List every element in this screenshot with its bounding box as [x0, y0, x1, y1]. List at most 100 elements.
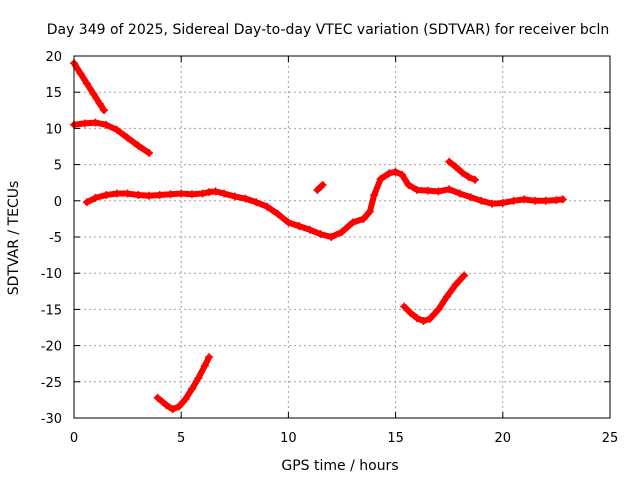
y-tick-label: 10 [45, 122, 62, 137]
x-tick-labels: 0 5 10 15 20 25 [70, 431, 618, 446]
data-point [443, 292, 452, 301]
series-layer [70, 59, 567, 414]
tick-layer [73, 55, 611, 419]
data-point [284, 218, 293, 227]
data-point [419, 316, 428, 325]
data-point [434, 187, 443, 196]
y-tick-label: -10 [41, 267, 62, 282]
data-point [434, 305, 443, 314]
series-main-track [82, 167, 567, 241]
data-point [404, 180, 413, 189]
grid-layer [74, 56, 610, 418]
data-point [211, 187, 220, 196]
data-point [406, 309, 415, 318]
data-point [102, 120, 111, 129]
data-point [181, 395, 190, 404]
data-point [123, 133, 132, 142]
data-point [425, 314, 434, 323]
data-point [451, 162, 460, 171]
y-tick-label: 5 [54, 159, 62, 174]
data-point [198, 189, 207, 198]
data-point [558, 195, 567, 204]
series-lower-left-arc [153, 353, 214, 414]
x-tick-label: 5 [177, 431, 185, 446]
data-point [168, 405, 177, 414]
y-tick-label: 0 [54, 195, 62, 210]
data-point [385, 169, 394, 178]
data-point [365, 207, 374, 216]
data-point [305, 225, 314, 234]
data-point [262, 202, 271, 211]
data-point [220, 189, 229, 198]
data-point [530, 196, 539, 205]
y-tick-label: -20 [41, 340, 62, 355]
y-tick-label: 15 [45, 86, 62, 101]
series-short-mid-segment [313, 180, 327, 194]
data-point [318, 180, 327, 189]
data-point [205, 353, 214, 362]
data-point [398, 170, 407, 179]
x-tick-label: 20 [495, 431, 512, 446]
data-point [134, 191, 143, 200]
y-tick-label: -25 [41, 376, 62, 391]
y-tick-label: 20 [45, 50, 62, 65]
data-point [445, 157, 454, 166]
data-point [470, 175, 479, 184]
data-point [400, 302, 409, 311]
data-point [541, 196, 550, 205]
data-point [153, 393, 162, 402]
series-lower-right-arc [400, 271, 469, 325]
data-point [134, 141, 143, 150]
data-point [348, 218, 357, 227]
y-tick-label: -15 [41, 303, 62, 318]
series-upper-right-arc [445, 157, 479, 184]
data-point [498, 198, 507, 207]
y-tick-label: -30 [41, 412, 62, 427]
data-point [194, 374, 203, 383]
data-point [273, 209, 282, 218]
data-point [458, 168, 467, 177]
data-point [123, 189, 132, 198]
data-point [100, 106, 109, 115]
data-point [95, 99, 104, 108]
data-point [187, 190, 196, 199]
data-point [112, 189, 121, 198]
data-point [460, 271, 469, 280]
x-tick-label: 0 [70, 431, 78, 446]
data-point [423, 186, 432, 195]
data-point [488, 199, 497, 208]
data-point [76, 69, 85, 78]
data-point [155, 191, 164, 200]
x-tick-label: 15 [387, 431, 404, 446]
data-point [295, 222, 304, 231]
data-point [241, 194, 250, 203]
x-axis-title: GPS time / hours [281, 458, 398, 474]
data-point [200, 361, 209, 370]
data-point [82, 79, 91, 88]
data-point [520, 195, 529, 204]
data-point [80, 119, 89, 128]
data-point [175, 402, 184, 411]
data-point [477, 196, 486, 205]
series-line-lower-left-arc [154, 354, 213, 413]
data-point [445, 185, 454, 194]
data-point [359, 214, 368, 223]
series-steep-falling-arc [70, 59, 109, 115]
data-point [89, 89, 98, 98]
data-point [338, 227, 346, 236]
data-point [455, 189, 464, 198]
x-tick-label: 25 [602, 431, 619, 446]
y-tick-labels: -30 -25 -20 -15 -10 -5 0 5 10 15 20 [41, 50, 62, 427]
y-tick-label: -5 [49, 231, 62, 246]
data-point [102, 191, 111, 200]
data-point [391, 167, 400, 176]
data-point [466, 193, 475, 202]
data-point [162, 400, 171, 409]
data-point [376, 175, 385, 184]
data-point [509, 196, 518, 205]
data-point [451, 280, 460, 289]
data-point [230, 192, 239, 201]
chart-title: Day 349 of 2025, Sidereal Day-to-day VTE… [47, 22, 610, 38]
data-point [464, 172, 473, 181]
